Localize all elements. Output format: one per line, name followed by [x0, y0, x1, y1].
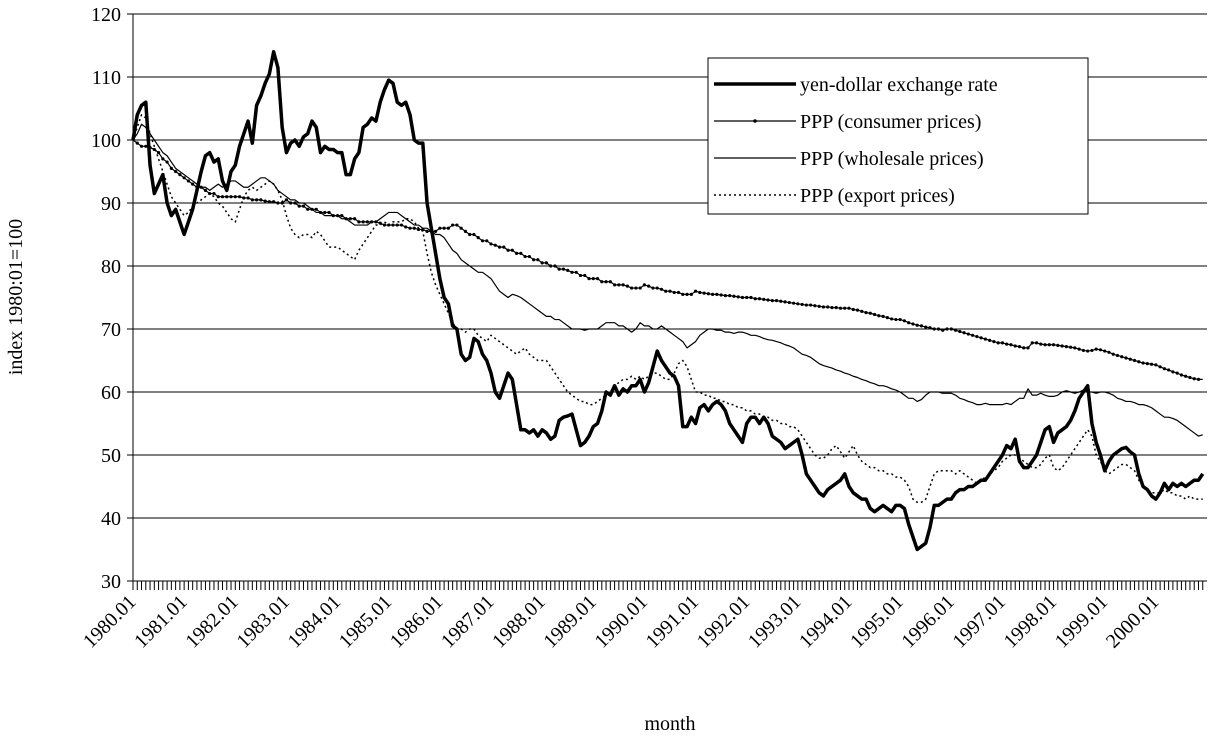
x-tick-label: 1999.01: [1051, 591, 1113, 653]
legend-label: PPP (export prices): [800, 185, 955, 207]
x-tick-label: 1995.01: [846, 591, 908, 653]
y-tick-label: 120: [91, 4, 121, 26]
x-tick-label: 1989.01: [539, 591, 601, 653]
x-tick-label: 1992.01: [693, 591, 755, 653]
legend-label: yen-dollar exchange rate: [800, 74, 998, 96]
y-tick-label: 90: [101, 193, 121, 215]
x-tick-label: 1982.01: [181, 591, 243, 653]
x-tick-label: 1990.01: [590, 591, 652, 653]
x-tick-label: 1994.01: [795, 591, 857, 653]
x-tick-label: 1988.01: [488, 591, 550, 653]
y-tick-label: 50: [101, 445, 121, 467]
x-tick-label: 1983.01: [232, 591, 294, 653]
legend-label: PPP (wholesale prices): [800, 148, 984, 170]
x-tick-label: 1986.01: [386, 591, 448, 653]
y-tick-label: 40: [101, 508, 121, 530]
y-axis-title: index 1980:01=100: [5, 219, 27, 375]
x-tick-label: 1998.01: [1000, 591, 1062, 653]
x-tick-label: 1984.01: [284, 591, 346, 653]
y-tick-label: 100: [91, 130, 121, 152]
x-tick-label: 1996.01: [897, 591, 959, 653]
series-line: [132, 123, 1203, 437]
x-tick-label: 2000.01: [1102, 591, 1164, 653]
y-tick-label: 60: [101, 382, 121, 404]
y-tick-label: 110: [92, 67, 121, 89]
x-tick-label: 1993.01: [744, 591, 806, 653]
legend: yen-dollar exchange rate PPP (consumer pr…: [707, 57, 1089, 215]
y-tick-label: 80: [101, 256, 121, 278]
legend-marker: [753, 119, 757, 123]
y-tick-label: 70: [101, 319, 121, 341]
x-axis-title: month: [644, 713, 695, 735]
x-tick-label: 1985.01: [335, 591, 397, 653]
x-tick-label: 1987.01: [437, 591, 499, 653]
series-line: [132, 114, 1203, 503]
x-tick-label: 1981.01: [130, 591, 192, 653]
legend-label: PPP (consumer prices): [800, 111, 981, 133]
x-tick-label: 1980.01: [79, 591, 141, 653]
x-tick-label: 1997.01: [948, 591, 1010, 653]
y-tick-label: 30: [101, 571, 121, 593]
x-tick-label: 1991.01: [642, 591, 704, 653]
